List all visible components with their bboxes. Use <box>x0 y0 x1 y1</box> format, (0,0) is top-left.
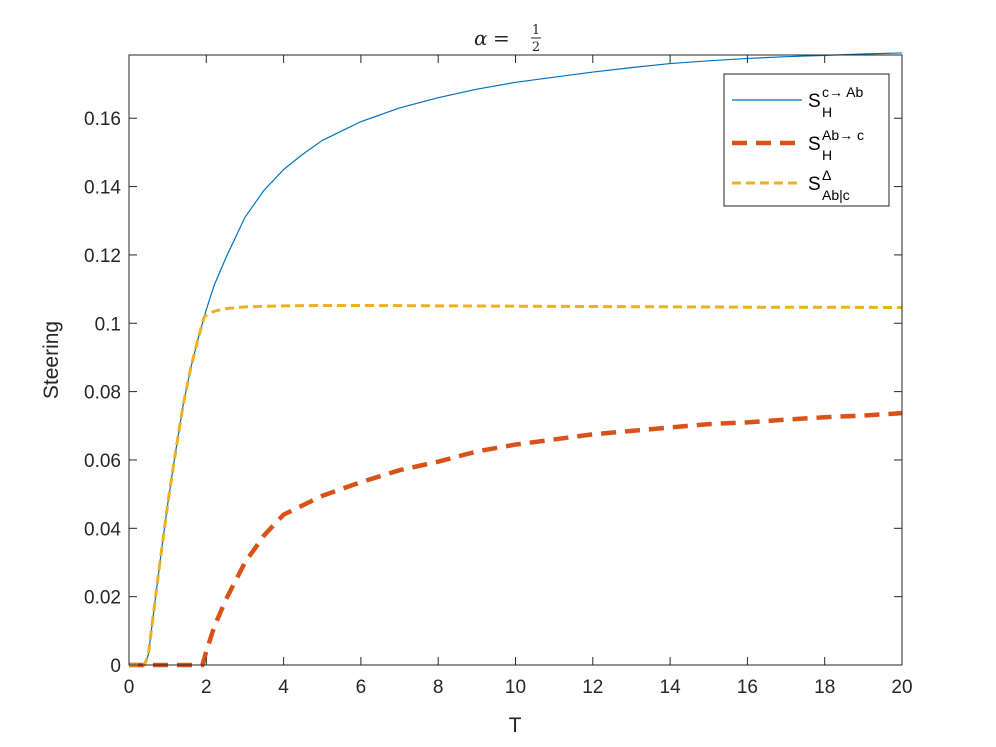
x-tick-label: 18 <box>814 677 835 698</box>
x-tick-label: 8 <box>433 677 444 698</box>
legend-sub-s-h-c-to-ab: H <box>822 104 832 120</box>
ticks-layer: 0 2 4 6 8 10 12 14 16 18 20 0 0.02 0.04 0.06 0.08 0.1 0.1… <box>84 55 913 698</box>
title-fraction-denominator: 2 <box>532 40 540 55</box>
legend-sup-s-h-c-to-ab: c→ Ab <box>822 84 863 100</box>
x-tick-label: 14 <box>660 677 682 698</box>
chart-title: α = 1 2 <box>474 23 541 55</box>
x-tick-label: 0 <box>124 677 135 698</box>
y-tick-label: 0.1 <box>95 314 121 335</box>
x-tick-label: 4 <box>278 677 289 698</box>
y-tick-label: 0 <box>110 656 121 677</box>
x-tick-label: 2 <box>201 677 212 698</box>
legend-box <box>723 73 890 207</box>
legend-sub-s-h-ab-to-c: H <box>822 147 832 163</box>
axes-box <box>128 54 903 666</box>
x-tick-label: 10 <box>505 677 526 698</box>
legend-sup-s-delta-ab-c: Δ <box>822 167 831 183</box>
y-tick-label: 0.06 <box>84 451 121 472</box>
series-line-s-delta-ab-c <box>129 303 903 667</box>
legend-entry-s-h-ab-to-c: S Ab→ c H <box>732 127 864 163</box>
legend-entry-s-h-c-to-ab: S c→ Ab H <box>732 84 863 120</box>
series-layer <box>129 52 903 668</box>
y-axis-label: Steering <box>40 321 63 399</box>
series-line-s-h-ab-to-c <box>129 410 903 668</box>
y-tick-label: 0.08 <box>84 383 121 404</box>
title-variable: α <box>474 26 488 50</box>
x-axis-label: T <box>509 714 522 737</box>
title-equals: = <box>493 26 510 50</box>
y-tick-label: 0.14 <box>84 178 121 199</box>
x-tick-label: 12 <box>582 677 603 698</box>
legend: S c→ Ab H S Ab→ c H S Δ Ab|c <box>723 73 890 207</box>
y-tick-label: 0.16 <box>84 109 121 130</box>
x-tick-label: 16 <box>737 677 758 698</box>
legend-label-s-delta-ab-c: S <box>808 174 821 195</box>
legend-label-s-h-c-to-ab: S <box>808 91 821 112</box>
legend-entry-s-delta-ab-c: S Δ Ab|c <box>732 167 850 203</box>
y-tick-label: 0.04 <box>84 519 121 540</box>
x-tick-label: 6 <box>356 677 367 698</box>
legend-sub-s-delta-ab-c: Ab|c <box>822 187 850 203</box>
y-tick-label: 0.02 <box>84 588 121 609</box>
legend-sup-s-h-ab-to-c: Ab→ c <box>822 127 864 143</box>
title-fraction-numerator: 1 <box>532 23 540 38</box>
x-tick-label: 20 <box>891 677 912 698</box>
legend-label-s-h-ab-to-c: S <box>808 134 821 155</box>
series-line-s-h-c-to-ab <box>129 52 903 666</box>
y-tick-label: 0.12 <box>84 246 121 267</box>
